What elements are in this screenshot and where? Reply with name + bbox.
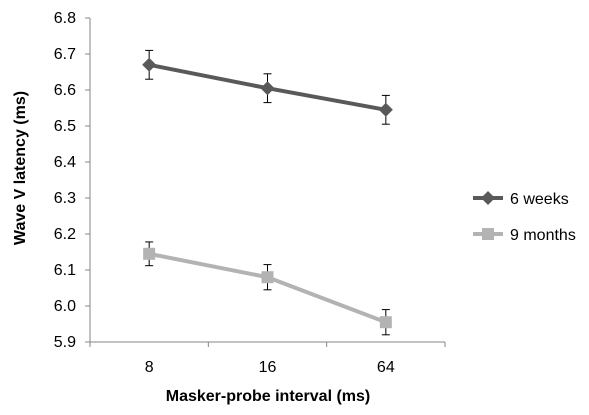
x-tick-label: 64 — [377, 359, 395, 376]
y-tick-label: 5.9 — [54, 334, 76, 351]
y-tick-label: 6.5 — [54, 118, 76, 135]
series-6-weeks-point — [378, 102, 393, 117]
y-tick-label: 6.6 — [54, 82, 76, 99]
y-tick-label: 6.1 — [54, 262, 76, 279]
y-tick-label: 6.3 — [54, 190, 76, 207]
x-tick-label: 8 — [145, 359, 154, 376]
series-6-weeks-point — [260, 81, 275, 96]
series-9-months-point — [143, 247, 156, 260]
plot-area: 5.9 6.0 6.1 6.2 6.3 6.4 6.5 6.6 6.7 6.8 8 16 64 6 wee… — [54, 10, 576, 376]
y-tick-label: 6.0 — [54, 298, 76, 315]
series-6-weeks-point — [142, 57, 157, 72]
legend-swatch-marker — [481, 191, 495, 205]
legend-swatch-marker — [482, 228, 494, 240]
y-tick-label: 6.7 — [54, 46, 76, 63]
x-axis-title: Masker-probe interval (ms) — [166, 388, 371, 405]
series-9-months-point — [261, 271, 274, 284]
y-tick-label: 6.8 — [54, 10, 76, 27]
y-tick-label: 6.2 — [54, 226, 76, 243]
y-axis-title: Wave V latency (ms) — [12, 91, 29, 245]
legend-label: 9 months — [510, 227, 576, 244]
series-9-months-point — [379, 316, 392, 329]
y-tick-label: 6.4 — [54, 154, 76, 171]
x-tick-label: 16 — [259, 359, 277, 376]
legend-label: 6 weeks — [510, 191, 569, 208]
